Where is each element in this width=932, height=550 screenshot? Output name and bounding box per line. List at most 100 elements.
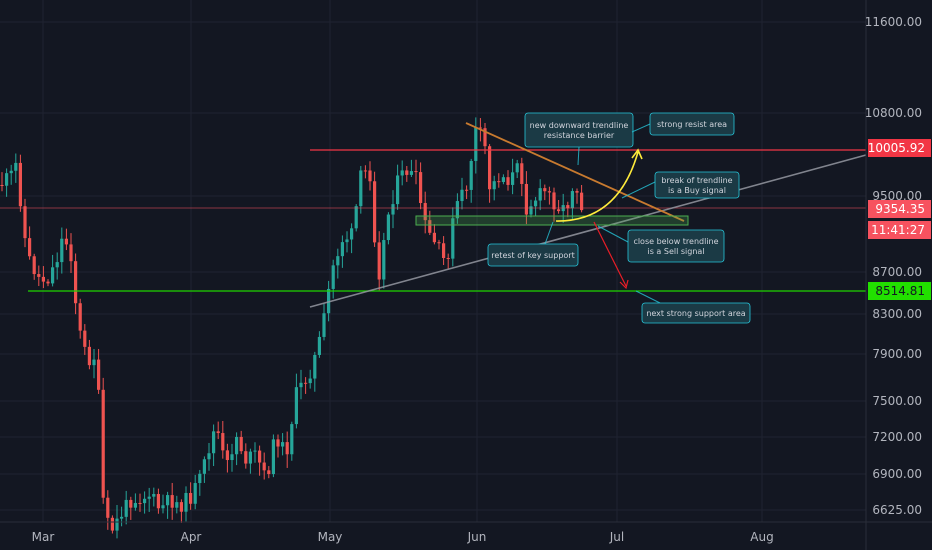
candle-body [152,494,156,497]
candle-body [212,431,216,454]
candle-body [419,172,423,204]
candle-body [455,201,459,219]
price-tick-label: 7200.00 [872,430,922,444]
candle-body [253,450,257,452]
callout-pointer [544,221,554,245]
callout-text: break of trendline [661,176,732,185]
candle-body [207,453,211,460]
candle-body [129,499,133,508]
candle-body [267,470,271,475]
price-tags: 10005.92 9354.35 11:41:27 8514.81 [868,139,931,300]
candle-body [363,170,367,172]
candle-body [285,442,289,455]
candle-body [276,439,280,447]
time-axis[interactable]: Mar Apr May Jun Jul Aug [0,521,932,544]
candle-body [474,127,478,161]
candle-body [345,239,349,243]
candle-body [92,359,96,366]
candle-body [557,209,561,212]
candle-body [262,462,266,471]
price-tick-label: 8700.00 [872,265,922,279]
candle-body [101,389,105,498]
candle-body [170,495,174,508]
price-tick-label: 10800.00 [865,106,922,120]
callout-box [627,229,725,263]
candle-body [428,220,432,233]
candle-body [290,424,294,455]
candle-body [32,256,36,275]
candle-body [317,336,321,355]
price-tick-label: 9500.00 [872,189,922,203]
candle-body [51,267,55,284]
candle-body [202,459,206,474]
price-axis[interactable]: 11600.00 10800.00 9500.00 8700.00 8300.00 790… [865,0,922,550]
candle-body [308,378,312,384]
candle-body [110,517,114,531]
price-tag-bg [868,139,931,157]
buy-arrow [555,151,639,222]
candle-body [336,256,340,266]
price-tag-bg [868,200,931,218]
callout-pointer [631,123,651,133]
candle-body [37,274,41,277]
candle-body [322,313,326,337]
candle-body [405,170,409,175]
candle-body [492,181,496,190]
candle-body [354,206,358,229]
callout-pointer [635,290,661,304]
candle-body [143,498,147,504]
price-tick-label: 6900.00 [872,467,922,481]
support-trendline [309,154,867,308]
price-tag-label: 8514.81 [875,284,925,298]
candle-body [189,492,193,504]
candle-body [547,191,551,193]
price-tag-bg [868,221,931,239]
candle-body [570,191,574,209]
candle-body [331,265,335,289]
candle-body [28,238,32,257]
price-tick-label: 7900.00 [872,347,922,361]
candle-body [340,242,344,257]
time-tick-label: May [318,530,343,544]
candle-body [501,177,505,183]
candle-body [442,243,446,258]
candle-body [156,494,160,509]
candle-body [235,436,239,455]
candle-body [55,262,59,268]
price-tick-label: 11600.00 [865,15,922,29]
grid [0,0,866,522]
callout-text: next strong support area [646,309,745,318]
candle-body [524,183,528,215]
time-tick-label: Mar [32,530,55,544]
drawings [309,122,867,308]
candle-body [248,451,252,464]
price-tag-bg [868,282,931,300]
candle-body [534,200,538,207]
time-tick-label: Jun [467,530,487,544]
time-tick-label: Apr [181,530,202,544]
candle-body [133,502,137,508]
candle-body [437,242,441,244]
candle-body [451,218,455,259]
candle-body [350,228,354,240]
callout-text: strong resist area [657,120,727,129]
candle-body [543,188,547,192]
candle-body [138,502,142,504]
candle-body [41,276,45,282]
candle-body [64,238,68,245]
price-tag-label: 9354.35 [875,202,925,216]
candle-body [230,454,234,461]
callout-text: is a Buy signal [668,186,726,195]
candle-body [552,192,556,210]
candle-body [281,442,285,447]
candle-body [221,433,225,451]
candle-body [373,181,377,243]
candle-body [382,240,386,280]
callout-text: retest of key support [491,251,574,260]
candle-body [175,502,179,508]
candle-body [529,206,533,215]
candle-body [124,499,128,517]
candle-body [239,436,243,452]
